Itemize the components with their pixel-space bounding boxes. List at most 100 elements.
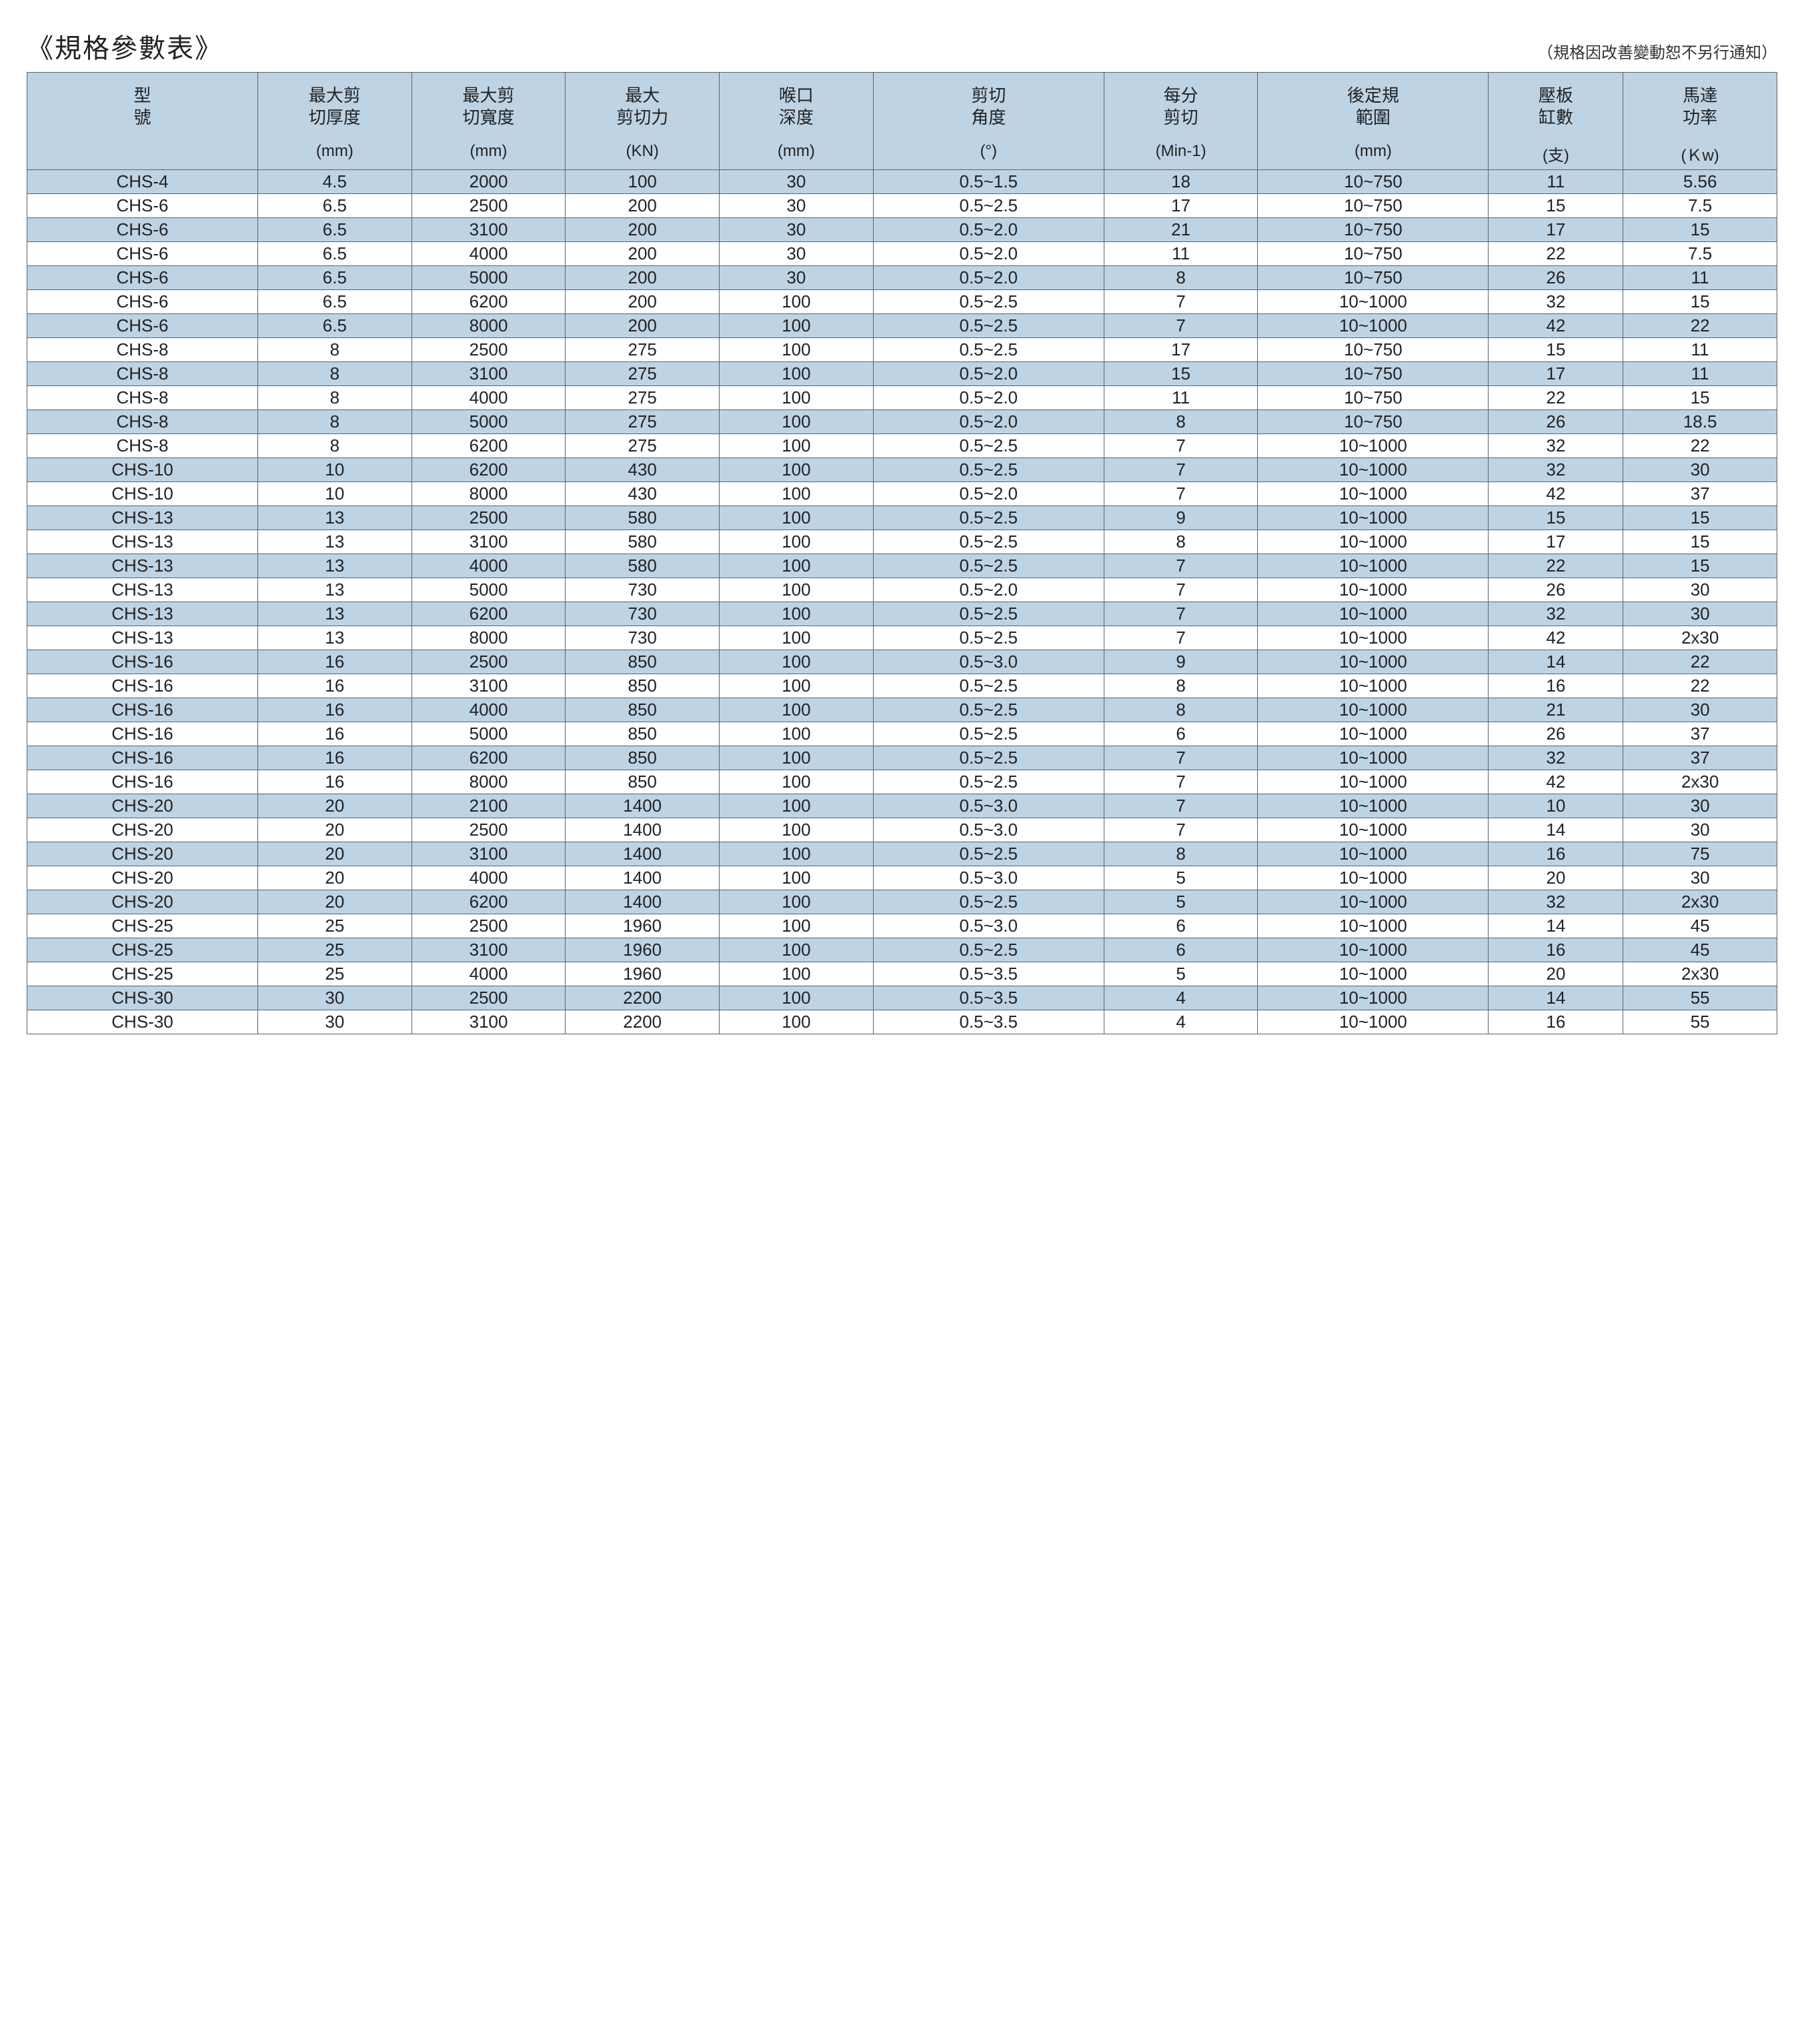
table-cell: 10~1000 [1258,746,1489,770]
table-cell: 100 [720,626,874,650]
header-unit: (Min-1) [1107,142,1255,161]
table-cell: 0.5~2.5 [873,626,1104,650]
table-cell: 10~1000 [1258,578,1489,602]
header-unit: (°) [876,142,1101,161]
table-cell: 8 [258,434,412,458]
table-cell: 6 [1104,938,1258,962]
table-cell: 0.5~2.5 [873,602,1104,626]
table-row: CHS-2020310014001000.5~2.5810~10001675 [27,842,1777,866]
table-cell: CHS-25 [27,938,258,962]
table-cell: 7 [1104,578,1258,602]
table-cell: 100 [720,506,874,530]
table-cell: 0.5~2.5 [873,194,1104,218]
table-cell: 2000 [411,170,566,194]
table-cell: 100 [566,170,720,194]
table-cell: 430 [566,482,720,506]
table-cell: 32 [1489,746,1623,770]
table-cell: 1400 [566,890,720,914]
table-cell: 42 [1489,770,1623,794]
table-cell: CHS-25 [27,914,258,938]
table-cell: 11 [1623,362,1777,386]
table-cell: 2500 [411,818,566,842]
table-cell: CHS-8 [27,386,258,410]
table-cell: 10~1000 [1258,890,1489,914]
table-header-cell: 每分 剪切 (Min-1) [1104,73,1258,170]
table-cell: 100 [720,962,874,986]
table-cell: CHS-16 [27,650,258,674]
table-cell: 20 [1489,962,1623,986]
table-cell: 10~750 [1258,266,1489,290]
table-cell: 7 [1104,314,1258,338]
table-cell: 7 [1104,794,1258,818]
table-cell: 13 [258,530,412,554]
table-cell: 16 [1489,938,1623,962]
table-cell: 7 [1104,626,1258,650]
table-cell: CHS-20 [27,890,258,914]
table-cell: 30 [1623,698,1777,722]
page-title: 《規格參數表》 [27,27,223,65]
table-cell: 17 [1104,338,1258,362]
table-cell: 10~1000 [1258,962,1489,986]
table-cell: 10~1000 [1258,794,1489,818]
table-row: CHS-131331005801000.5~2.5810~10001715 [27,530,1777,554]
table-cell: 7 [1104,290,1258,314]
header-unit: (KN) [568,142,716,161]
table-cell: 45 [1623,914,1777,938]
table-cell: 15 [1489,194,1623,218]
table-cell: 1960 [566,962,720,986]
table-cell: 8000 [411,770,566,794]
table-cell: 2500 [411,914,566,938]
table-cell: 0.5~2.0 [873,482,1104,506]
table-cell: 13 [258,578,412,602]
table-cell: 10~750 [1258,362,1489,386]
table-cell: 100 [720,866,874,890]
table-cell: 7.5 [1623,242,1777,266]
table-cell: 10~750 [1258,194,1489,218]
table-cell: 25 [258,962,412,986]
table-cell: CHS-20 [27,866,258,890]
table-cell: 37 [1623,482,1777,506]
table-cell: 0.5~3.0 [873,818,1104,842]
table-cell: 42 [1489,314,1623,338]
header-label: 每分 剪切 [1107,85,1255,131]
table-cell: 17 [1104,194,1258,218]
table-row: CHS-161650008501000.5~2.5610~10002637 [27,722,1777,746]
table-row: CHS-161631008501000.5~2.5810~10001622 [27,674,1777,698]
table-header-cell: 壓板 缸數(支) [1489,73,1623,170]
table-cell: 10~1000 [1258,1010,1489,1034]
table-cell: 15 [1623,218,1777,242]
table-row: CHS-66.580002001000.5~2.5710~10004222 [27,314,1777,338]
table-cell: 10~1000 [1258,506,1489,530]
table-cell: 10~1000 [1258,554,1489,578]
table-cell: 1400 [566,818,720,842]
table-cell: 5000 [411,722,566,746]
table-cell: 5.56 [1623,170,1777,194]
table-cell: 8 [258,386,412,410]
table-cell: 0.5~2.5 [873,746,1104,770]
table-cell: 16 [1489,842,1623,866]
table-cell: CHS-8 [27,410,258,434]
table-cell: 3100 [411,674,566,698]
table-cell: 730 [566,602,720,626]
table-cell: 10~1000 [1258,986,1489,1010]
table-cell: 8000 [411,482,566,506]
table-cell: 100 [720,938,874,962]
table-cell: 100 [720,890,874,914]
table-header-row: 型 號最大剪 切厚度(mm)最大剪 切寬度(mm)最大 剪切力(KN)喉口 深度… [27,73,1777,170]
table-cell: 10~1000 [1258,626,1489,650]
table-cell: 4000 [411,698,566,722]
table-cell: 7 [1104,746,1258,770]
table-cell: CHS-20 [27,818,258,842]
table-cell: 4000 [411,242,566,266]
header-unit: (mm) [415,142,563,161]
table-cell: 5000 [411,410,566,434]
table-cell: 7 [1104,482,1258,506]
table-cell: 8 [1104,530,1258,554]
table-cell: 0.5~2.5 [873,938,1104,962]
table-cell: 16 [258,770,412,794]
table-row: CHS-2525250019601000.5~3.0610~10001445 [27,914,1777,938]
table-row: CHS-3030310022001000.5~3.5410~10001655 [27,1010,1777,1034]
table-cell: 6.5 [258,314,412,338]
table-cell: 100 [720,986,874,1010]
table-cell: CHS-30 [27,1010,258,1034]
